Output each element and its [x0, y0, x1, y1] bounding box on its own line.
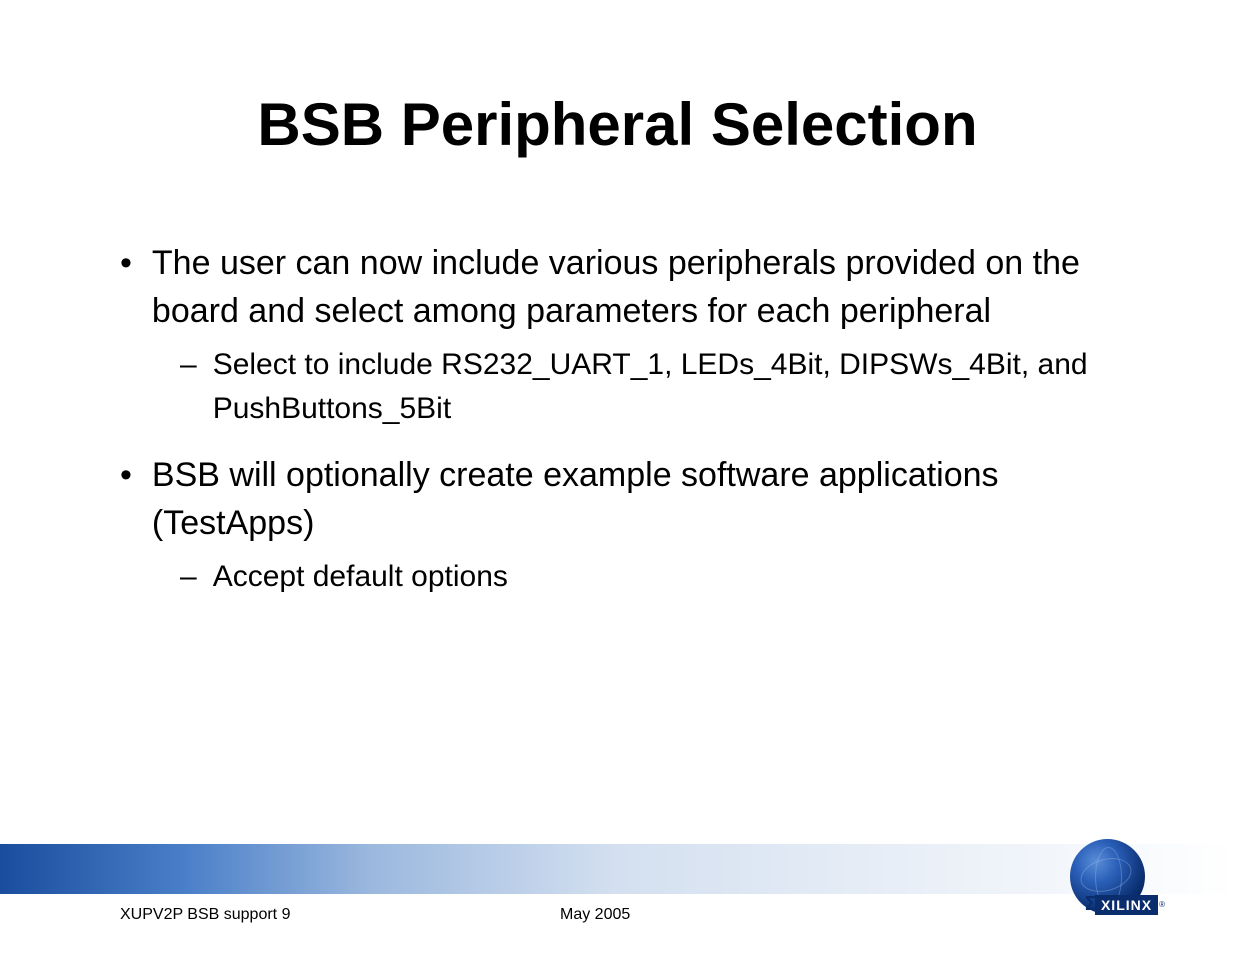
logo-brand-text: XILINX — [1095, 895, 1158, 915]
bullet-item: • BSB will optionally create example sof… — [120, 451, 1155, 547]
footer: XUPV2P BSB support 9 May 2005 Σ XILINX ® — [0, 844, 1235, 954]
xilinx-logo: Σ XILINX ® — [1055, 839, 1165, 924]
footer-left-text: XUPV2P BSB support 9 — [120, 906, 290, 924]
footer-gradient-bar — [0, 844, 1235, 894]
bullet-group-2: • BSB will optionally create example sof… — [120, 451, 1155, 599]
bullet-icon: • — [120, 451, 132, 499]
page-title: BSB Peripheral Selection — [80, 90, 1155, 159]
bullet-item: • The user can now include various perip… — [120, 239, 1155, 335]
logo-text-wrap: Σ XILINX ® — [1085, 893, 1165, 916]
bullet-text: BSB will optionally create example softw… — [152, 451, 1155, 547]
bullet-icon: • — [120, 239, 132, 287]
dash-icon: – — [180, 343, 197, 387]
dash-icon: – — [180, 555, 197, 599]
sub-bullet-item: – Accept default options — [180, 555, 1155, 599]
registered-icon: ® — [1159, 900, 1165, 909]
content-area: • The user can now include various perip… — [80, 239, 1155, 599]
sub-bullet-text: Select to include RS232_UART_1, LEDs_4Bi… — [213, 343, 1155, 431]
slide-container: BSB Peripheral Selection • The user can … — [0, 0, 1235, 954]
bullet-group-1: • The user can now include various perip… — [120, 239, 1155, 431]
sub-bullet-item: – Select to include RS232_UART_1, LEDs_4… — [180, 343, 1155, 431]
sub-bullet-text: Accept default options — [213, 555, 508, 599]
footer-center-text: May 2005 — [560, 906, 630, 924]
bullet-text: The user can now include various periphe… — [152, 239, 1155, 335]
